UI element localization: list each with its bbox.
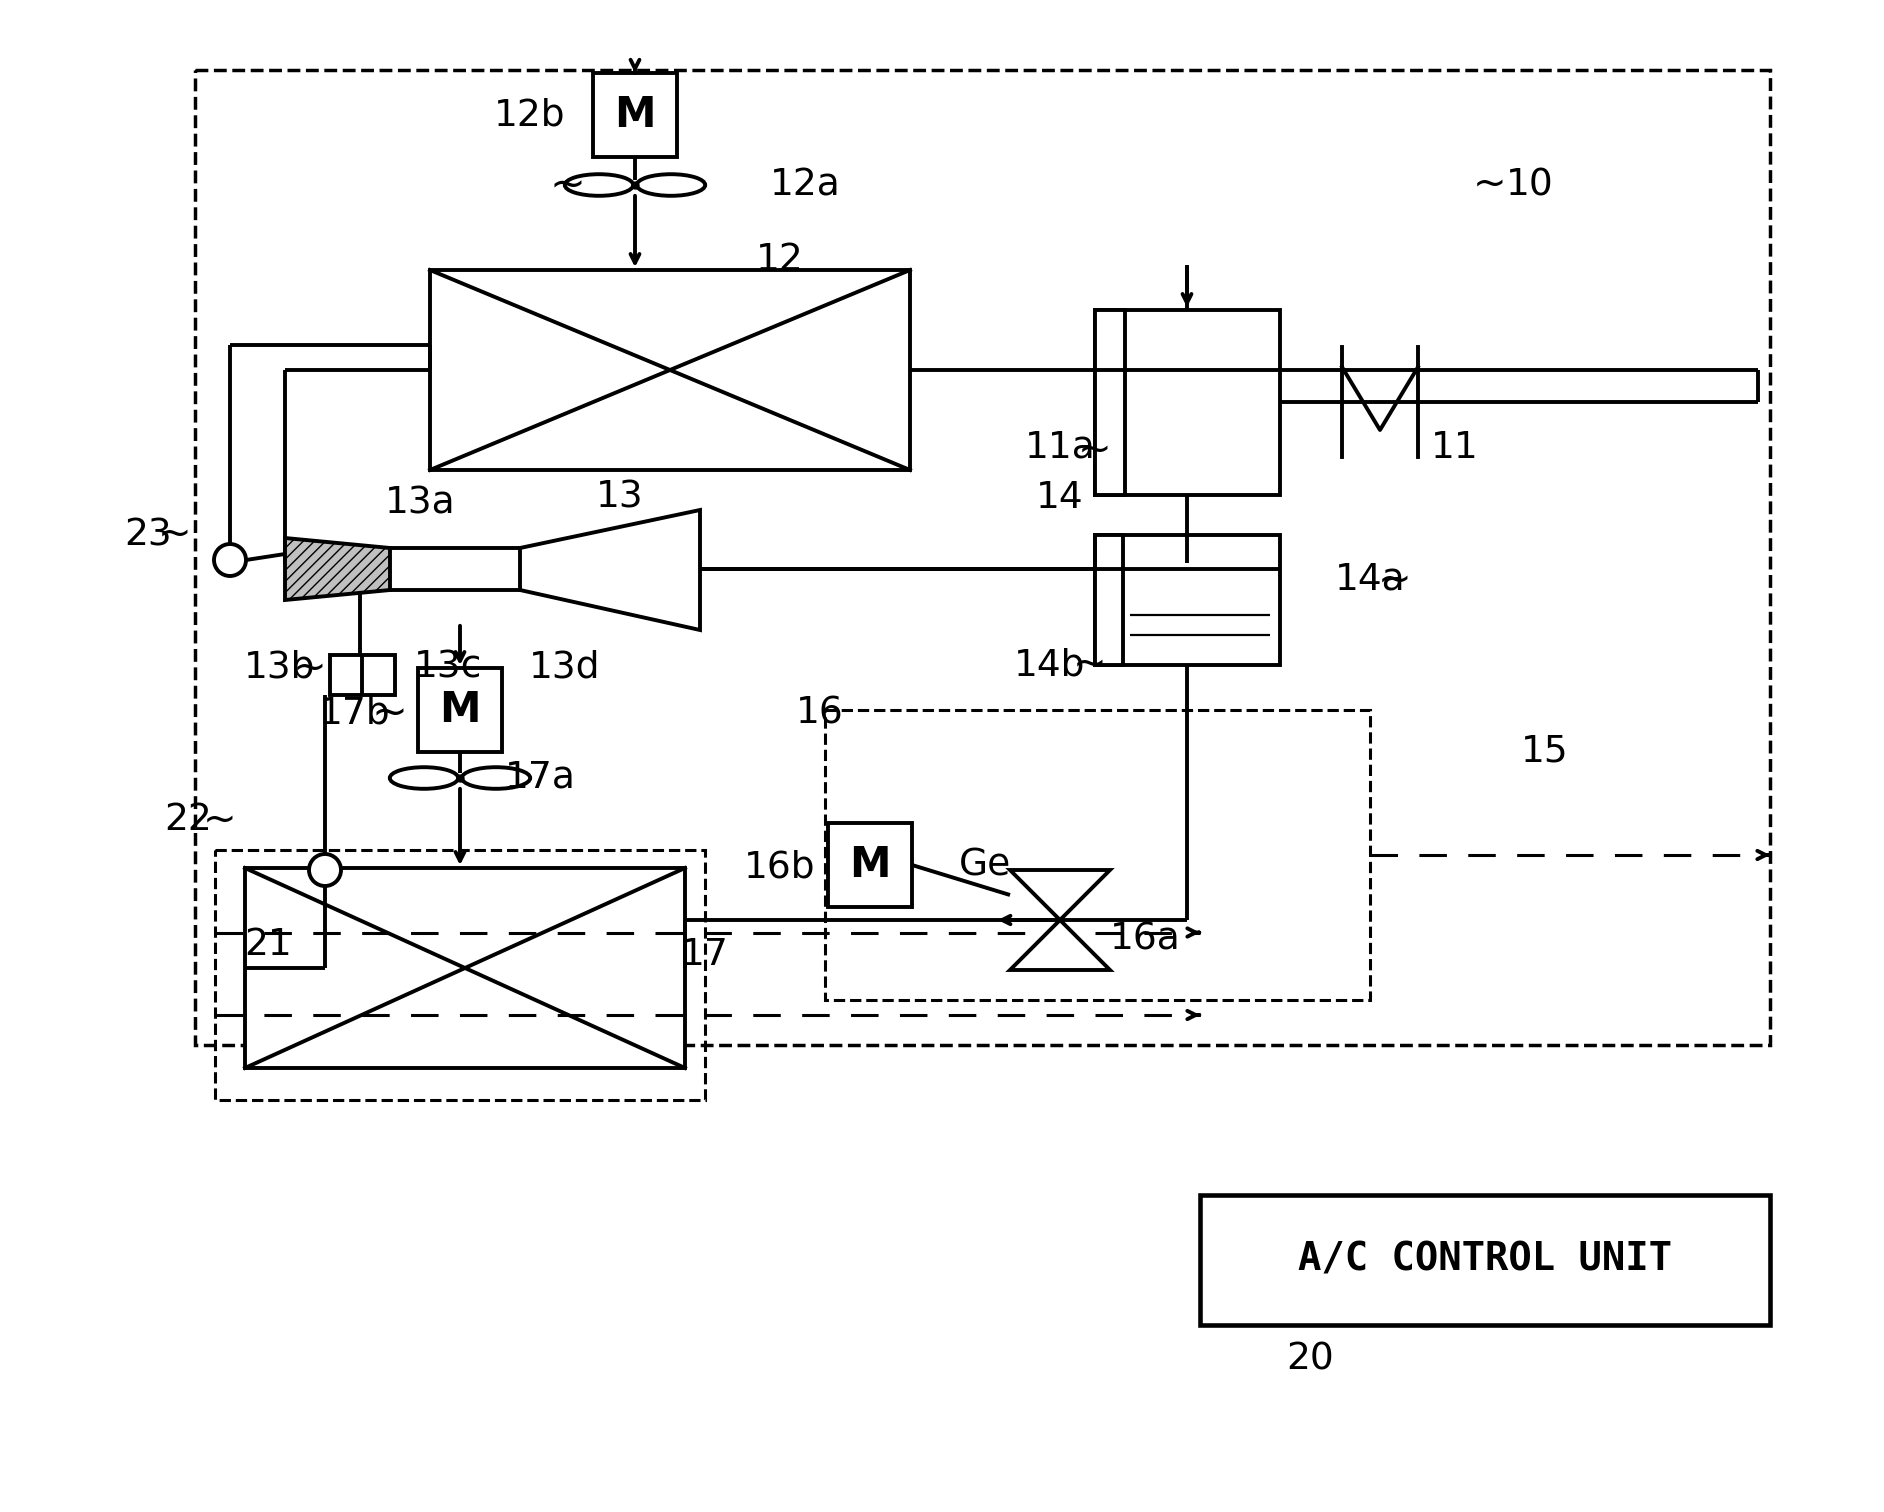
- Bar: [827, 823, 912, 907]
- Bar: [825, 711, 1370, 999]
- Bar: [1095, 310, 1125, 494]
- Text: M: M: [614, 94, 656, 136]
- Text: 13: 13: [595, 479, 644, 516]
- Text: 14b: 14b: [1014, 647, 1085, 683]
- Text: M: M: [439, 689, 480, 730]
- Text: M: M: [850, 844, 891, 886]
- Text: ~: ~: [294, 649, 328, 688]
- Text: ~: ~: [203, 800, 237, 841]
- Text: 13a: 13a: [384, 485, 456, 522]
- Text: 16b: 16b: [744, 850, 816, 886]
- Ellipse shape: [637, 174, 705, 195]
- Ellipse shape: [462, 767, 529, 789]
- Text: 12a: 12a: [771, 166, 840, 203]
- Bar: [1200, 1194, 1769, 1325]
- Polygon shape: [1010, 869, 1110, 919]
- Bar: [593, 73, 676, 157]
- Text: 12: 12: [755, 242, 804, 278]
- Text: 17b: 17b: [318, 696, 390, 730]
- Bar: [418, 668, 501, 751]
- Text: 13c: 13c: [414, 650, 482, 686]
- Bar: [245, 868, 686, 1067]
- Text: 22: 22: [164, 801, 211, 838]
- Circle shape: [215, 544, 247, 576]
- Bar: [196, 70, 1769, 1045]
- Text: 16: 16: [797, 696, 844, 730]
- Text: 13b: 13b: [245, 650, 317, 686]
- Text: 16a: 16a: [1110, 922, 1181, 959]
- Bar: [330, 655, 396, 696]
- Text: ~: ~: [1074, 646, 1108, 685]
- Text: 21: 21: [245, 927, 292, 963]
- Circle shape: [309, 854, 341, 886]
- Bar: [1095, 310, 1279, 494]
- Bar: [430, 271, 910, 470]
- Text: 11a: 11a: [1025, 429, 1095, 466]
- Text: 20: 20: [1287, 1343, 1334, 1377]
- Text: 14a: 14a: [1334, 562, 1405, 599]
- Text: 17a: 17a: [505, 761, 575, 795]
- Text: 13d: 13d: [529, 650, 601, 686]
- Text: 12b: 12b: [494, 97, 565, 133]
- Text: ~: ~: [371, 692, 409, 733]
- Bar: [1095, 535, 1279, 665]
- Text: 11: 11: [1432, 429, 1479, 466]
- Bar: [215, 850, 705, 1101]
- Ellipse shape: [565, 174, 633, 195]
- Polygon shape: [520, 510, 701, 631]
- Text: ~: ~: [550, 163, 586, 206]
- Text: ~: ~: [1377, 559, 1411, 600]
- Text: ~: ~: [1078, 429, 1112, 470]
- Text: 14: 14: [1036, 479, 1083, 516]
- Text: ~: ~: [1473, 165, 1507, 206]
- Polygon shape: [1010, 919, 1110, 971]
- Text: 17: 17: [680, 937, 729, 974]
- Polygon shape: [284, 538, 390, 600]
- Text: ~: ~: [158, 516, 192, 555]
- Text: 10: 10: [1505, 166, 1554, 203]
- Ellipse shape: [390, 767, 458, 789]
- Text: Ge: Ge: [959, 847, 1012, 883]
- Bar: [1095, 535, 1123, 665]
- Text: 15: 15: [1520, 733, 1569, 770]
- Text: 23: 23: [124, 517, 171, 553]
- Text: A/C CONTROL UNIT: A/C CONTROL UNIT: [1298, 1241, 1671, 1279]
